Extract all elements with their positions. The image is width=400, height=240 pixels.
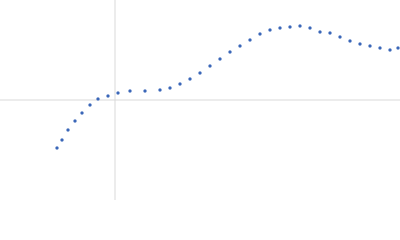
point — [368, 44, 372, 48]
point — [338, 35, 342, 39]
point — [73, 119, 77, 123]
point — [308, 26, 312, 30]
page: (() => { const data = JSON.parse(documen… — [0, 0, 400, 200]
point — [158, 88, 162, 92]
point — [198, 71, 202, 75]
chart — [0, 0, 400, 200]
point — [143, 89, 147, 93]
point — [188, 77, 192, 81]
point — [238, 44, 242, 48]
point — [388, 48, 392, 52]
point — [278, 26, 282, 30]
point — [60, 138, 64, 142]
point — [178, 82, 182, 86]
point — [88, 103, 92, 107]
point — [358, 42, 362, 46]
point — [55, 146, 59, 150]
point — [66, 128, 70, 132]
point — [318, 30, 322, 34]
point — [298, 24, 302, 28]
point — [208, 64, 212, 68]
point — [80, 111, 84, 115]
point — [258, 32, 262, 36]
point — [396, 46, 400, 50]
point — [348, 39, 352, 43]
point — [106, 94, 110, 98]
point — [96, 97, 100, 101]
point — [218, 57, 222, 61]
point — [248, 38, 252, 42]
point — [328, 31, 332, 35]
point — [288, 25, 292, 29]
point — [268, 28, 272, 32]
point — [116, 91, 120, 95]
point — [128, 89, 132, 93]
point — [228, 50, 232, 54]
point — [168, 86, 172, 90]
point — [378, 46, 382, 50]
